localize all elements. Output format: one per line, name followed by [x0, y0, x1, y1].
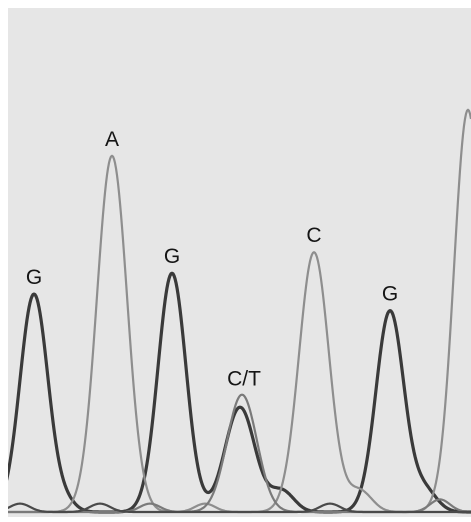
base-label-layer: G A G C/T C G — [26, 128, 398, 391]
trace-series-4 — [5, 502, 471, 514]
base-label: G — [164, 245, 180, 268]
chromatogram-chart: G A G C/T C G — [4, 108, 471, 514]
trace-series-1 — [4, 271, 471, 514]
chromatogram-panel: G A G C/T C G — [4, 8, 471, 517]
trace-layer — [4, 108, 471, 514]
base-label: G — [382, 283, 398, 306]
trace-series-3 — [5, 393, 471, 514]
base-label: G — [26, 266, 42, 289]
base-label: A — [105, 128, 119, 151]
trace-series-2 — [5, 108, 471, 514]
base-label: C — [306, 224, 321, 247]
base-label: C/T — [227, 368, 261, 391]
